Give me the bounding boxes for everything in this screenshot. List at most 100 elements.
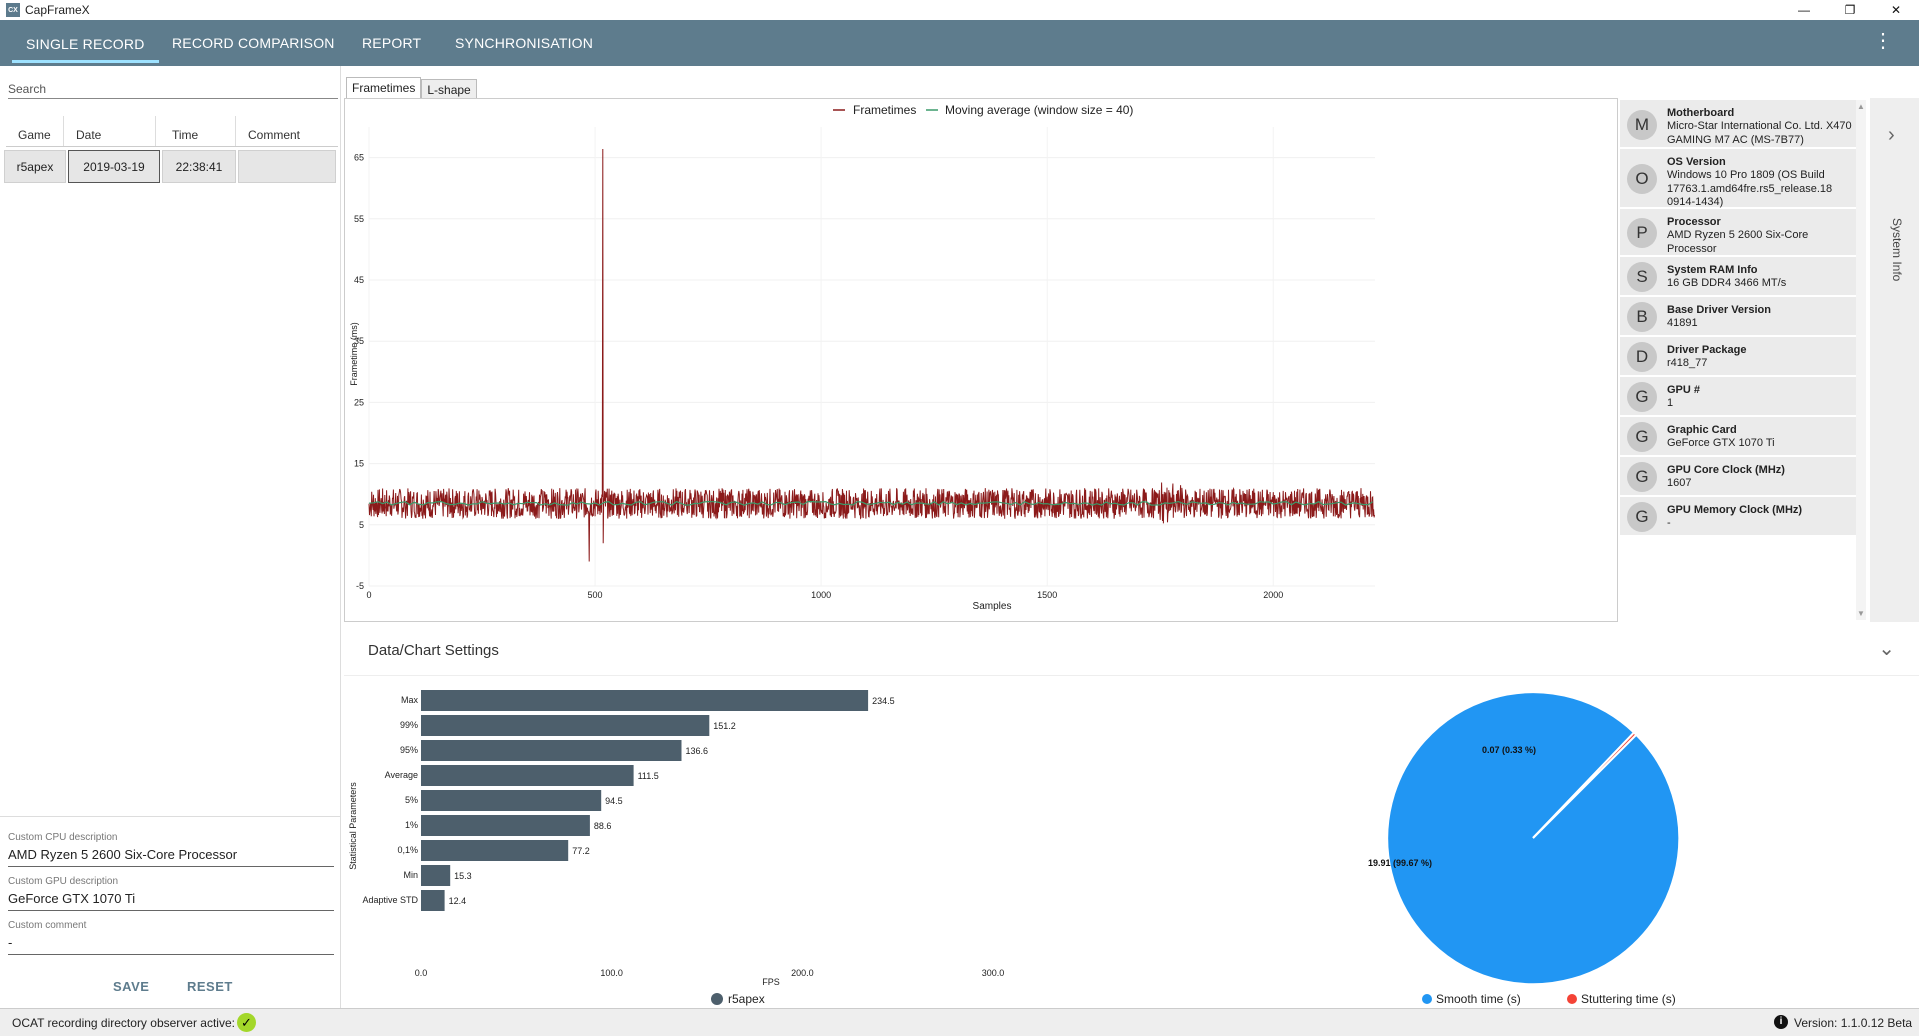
system-info-avatar: S: [1627, 262, 1657, 292]
tab-synchronisation[interactable]: SYNCHRONISATION: [455, 35, 594, 51]
system-info-item: G GPU Memory Clock (MHz) -: [1620, 497, 1856, 537]
system-info-item: O OS Version Windows 10 Pro 1809 (OS Build…: [1620, 149, 1856, 209]
column-header-game[interactable]: Game: [6, 116, 64, 146]
reset-button[interactable]: RESET: [187, 979, 233, 994]
column-header-comment[interactable]: Comment: [248, 128, 301, 142]
system-info-avatar: G: [1627, 502, 1657, 532]
bar-category-label: 1%: [405, 820, 418, 830]
bar-value-label: 77.2: [572, 846, 590, 856]
tab-report[interactable]: REPORT: [362, 35, 422, 51]
bar-legend-r5apex: r5apex: [728, 992, 765, 1006]
column-header-date[interactable]: Date: [64, 116, 156, 146]
observer-status-text: OCAT recording directory observer active…: [12, 1016, 235, 1030]
system-info-avatar: G: [1627, 462, 1657, 492]
pie-label-stuttering: 0.07 (0.33 %): [1482, 745, 1536, 755]
minimize-button[interactable]: —: [1798, 3, 1810, 17]
x-tick-label: 2000: [1263, 590, 1283, 600]
system-info-item: G Graphic Card GeForce GTX 1070 Ti: [1620, 417, 1856, 457]
tab-frametimes[interactable]: Frametimes: [346, 77, 422, 99]
chart-tabs: Frametimes L-shape: [346, 77, 477, 99]
system-info-name: System RAM Info: [1667, 264, 1758, 276]
cell-time[interactable]: 22:38:41: [162, 150, 236, 183]
system-info-value: Micro-Star International Co. Ltd. X470 G…: [1667, 120, 1852, 146]
cpu-description-field[interactable]: AMD Ryzen 5 2600 Six-Core Processor: [8, 847, 334, 867]
x-tick-label: 500: [588, 590, 603, 600]
bar-value-label: 15.3: [454, 871, 472, 881]
cell-comment[interactable]: [238, 150, 336, 183]
app-icon: CX: [6, 3, 20, 17]
system-info-sidebar[interactable]: › System Info: [1870, 98, 1919, 622]
y-tick-label: 35: [354, 336, 364, 346]
cpu-description-label: Custom CPU description: [8, 832, 118, 843]
system-info-avatar: D: [1627, 342, 1657, 372]
comment-label: Custom comment: [8, 920, 87, 931]
bar: [421, 815, 590, 836]
bar-x-tick-label: 300.0: [982, 968, 1005, 978]
save-button[interactable]: SAVE: [113, 979, 150, 994]
column-header-time[interactable]: Time: [156, 116, 236, 146]
moving-average-series-line: [368, 500, 1374, 506]
comment-field[interactable]: -: [8, 935, 334, 955]
bar: [421, 715, 710, 736]
tab-l-shape[interactable]: L-shape: [421, 79, 477, 99]
tab-record-comparison[interactable]: RECORD COMPARISON: [172, 35, 335, 51]
cell-game[interactable]: r5apex: [4, 150, 66, 183]
system-info-item: B Base Driver Version 41891: [1620, 297, 1856, 337]
info-icon[interactable]: i: [1774, 1015, 1788, 1029]
system-info-avatar: B: [1627, 302, 1657, 332]
y-tick-label: 45: [354, 275, 364, 285]
bar-category-label: Adaptive STD: [362, 895, 418, 905]
system-info-label: System Info: [1890, 218, 1904, 282]
search-input[interactable]: Search: [8, 78, 338, 99]
system-info-value: GeForce GTX 1070 Ti: [1667, 437, 1775, 449]
system-info-avatar: M: [1627, 110, 1657, 140]
frametime-chart-panel: -5 5 15 25 35 45 55 65 0 500 1000 1500 2000 Frameti…: [344, 98, 1618, 622]
gpu-description-field[interactable]: GeForce GTX 1070 Ti: [8, 891, 334, 911]
close-button[interactable]: ✕: [1890, 3, 1902, 17]
bar: [421, 790, 602, 811]
system-info-name: GPU Core Clock (MHz): [1667, 464, 1785, 476]
data-chart-settings-bar[interactable]: Data/Chart Settings ⌄: [344, 624, 1919, 676]
system-info-name: GPU Memory Clock (MHz): [1667, 504, 1803, 516]
system-info-avatar: O: [1627, 164, 1657, 194]
cell-date[interactable]: 2019-03-19: [68, 150, 160, 183]
bar-category-label: 5%: [405, 795, 418, 805]
system-info-name: GPU #: [1667, 384, 1701, 396]
expand-icon[interactable]: ›: [1888, 124, 1895, 146]
bar-x-axis-label: FPS: [762, 977, 780, 987]
bar-x-tick-label: 0.0: [415, 968, 428, 978]
y-tick-label: 65: [354, 153, 364, 163]
system-info-item: G GPU #1: [1620, 377, 1856, 417]
x-axis-label: Samples: [973, 601, 1012, 612]
more-menu-icon[interactable]: ⋮: [1873, 30, 1893, 52]
bar: [421, 690, 869, 711]
statistics-bar-chart: Statistical Parameters FPS r5apex Max 234…: [348, 690, 1005, 1006]
pie-legend-smooth: Smooth time (s): [1436, 992, 1521, 1006]
y-tick-label: 15: [354, 459, 364, 469]
system-info-scrollbar[interactable]: ▲ ▼: [1856, 100, 1866, 620]
frametime-chart: -5 5 15 25 35 45 55 65 0 500 1000 1500 2000 Frameti…: [349, 103, 1375, 612]
bar-value-label: 12.4: [449, 896, 467, 906]
check-icon: ✓: [237, 1013, 256, 1032]
frametimes-series-line: [368, 148, 1375, 562]
restore-button[interactable]: ❐: [1844, 3, 1856, 17]
bar-value-label: 234.5: [872, 696, 895, 706]
bar-category-label: Average: [385, 770, 418, 780]
y-axis-label: Frametime (ms): [349, 322, 359, 386]
table-row[interactable]: r5apex 2019-03-19 22:38:41: [4, 150, 338, 183]
system-info-value: Windows 10 Pro 1809 (OS Build 17763.1.am…: [1667, 169, 1833, 208]
chevron-down-icon[interactable]: ⌄: [1878, 638, 1895, 660]
tab-single-record[interactable]: SINGLE RECORD: [12, 22, 159, 63]
system-info-item: D Driver Package r418_77: [1620, 337, 1856, 377]
system-info-avatar: P: [1627, 218, 1657, 248]
bar-value-label: 94.5: [605, 796, 623, 806]
y-tick-label: 55: [354, 214, 364, 224]
y-tick-label: 25: [354, 397, 364, 407]
system-info-value: r418_77: [1667, 357, 1708, 369]
system-info-value: 41891: [1667, 317, 1698, 329]
pie-legend-stuttering: Stuttering time (s): [1581, 992, 1676, 1006]
gpu-description-label: Custom GPU description: [8, 876, 119, 887]
bar-y-axis-label: Statistical Parameters: [348, 782, 358, 870]
x-tick-label: 1500: [1037, 590, 1057, 600]
system-info-name: Processor: [1667, 216, 1721, 228]
